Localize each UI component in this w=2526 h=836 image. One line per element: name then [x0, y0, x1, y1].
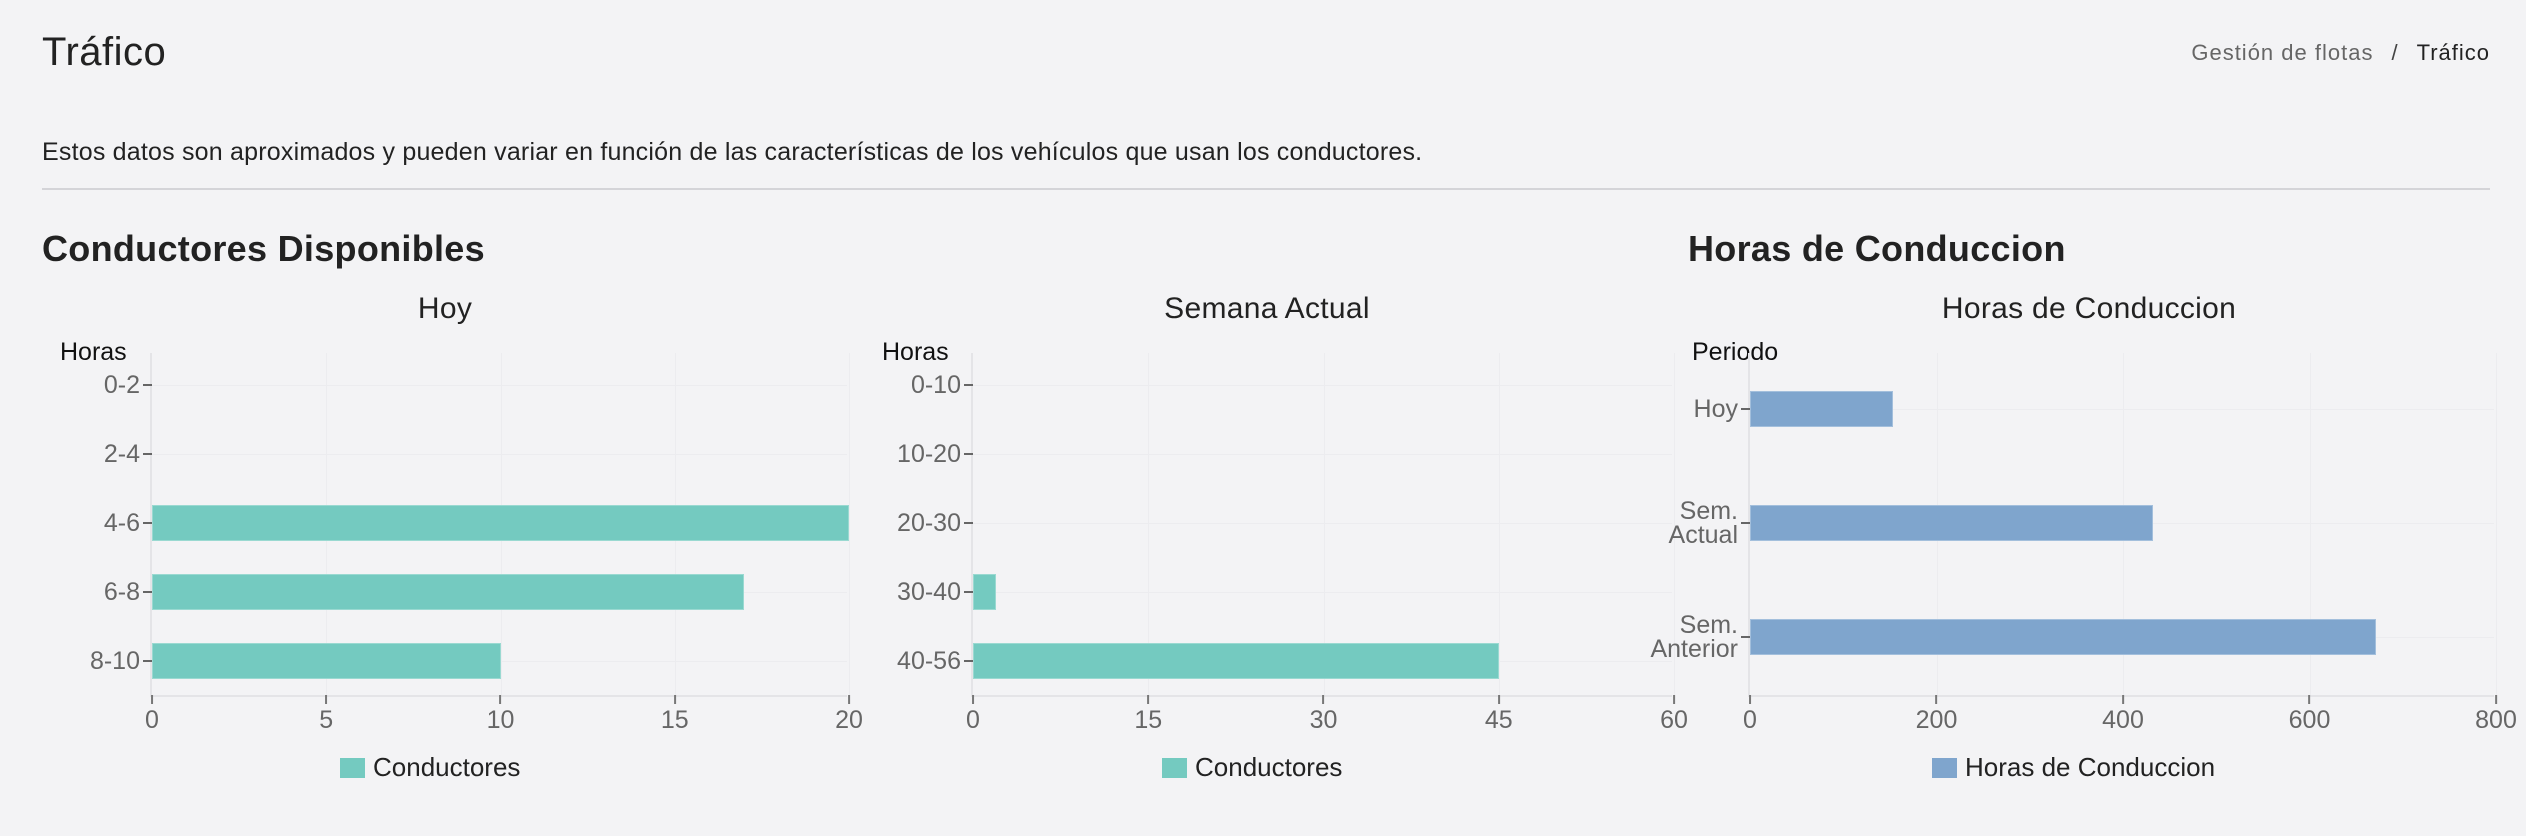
y-tick: 0-10 — [911, 373, 973, 398]
page-title: Tráfico — [42, 30, 167, 74]
y-tick: Sem. Actual — [1669, 499, 1750, 548]
legend-swatch-icon — [1932, 757, 1957, 778]
bar-4-6[interactable] — [152, 505, 849, 541]
x-tick: 60 — [1660, 695, 1688, 735]
gridline — [973, 523, 1672, 524]
plot-area: 0 5 10 15 20 0-2 2-4 4-6 6-8 8-10 — [90, 353, 863, 734]
gridline — [973, 592, 1672, 593]
gridline — [2496, 353, 2497, 695]
gridline — [152, 385, 847, 386]
x-tick: 20 — [835, 695, 863, 735]
x-tick: 200 — [1916, 695, 1957, 735]
legend-label: Horas de Conduccion — [1965, 752, 2216, 782]
bar-6-8[interactable] — [152, 574, 745, 610]
data-disclaimer: Estos datos son aproximados y pueden var… — [42, 138, 1423, 166]
x-tick: 0 — [1743, 695, 1757, 735]
bar-sem-actual[interactable] — [1750, 505, 2153, 541]
legend-label: Conductores — [1195, 752, 1343, 782]
gridline — [2309, 353, 2311, 695]
divider — [42, 188, 2490, 190]
chart-legend[interactable]: Horas de Conduccion — [1932, 752, 2215, 783]
y-axis-title: Periodo — [1692, 338, 1779, 366]
x-tick: 600 — [2289, 695, 2330, 735]
legend-swatch-icon — [1162, 757, 1187, 778]
x-tick: 0 — [145, 695, 159, 735]
gridline — [1750, 409, 2494, 410]
y-tick: 4-6 — [104, 511, 152, 536]
x-tick: 30 — [1310, 695, 1337, 735]
y-tick: 40-56 — [897, 649, 973, 674]
bar-sem-anterior[interactable] — [1750, 619, 2376, 655]
section-title-conductores: Conductores Disponibles — [42, 228, 485, 269]
breadcrumb-gestion-de-flotas[interactable]: Gestión de flotas — [2191, 40, 2374, 65]
y-tick: 8-10 — [90, 649, 152, 674]
x-tick: 0 — [966, 695, 980, 735]
x-tick: 10 — [487, 695, 514, 735]
x-tick: 15 — [661, 695, 689, 735]
gridline — [152, 454, 847, 455]
bar-40-56[interactable] — [973, 643, 1499, 679]
gridline — [1148, 353, 1150, 695]
gridline — [973, 454, 1672, 455]
bar-hoy[interactable] — [1750, 391, 1893, 427]
y-axis-title: Horas — [882, 338, 949, 366]
chart-legend[interactable]: Conductores — [340, 752, 520, 783]
y-tick: 2-4 — [104, 442, 152, 467]
gridline — [1498, 353, 1500, 695]
legend-label: Conductores — [373, 752, 521, 782]
x-tick: 400 — [2102, 695, 2144, 735]
gridline — [1323, 353, 1325, 695]
x-tick: 15 — [1134, 695, 1162, 735]
gridline — [973, 385, 1672, 386]
bar-30-40[interactable] — [973, 574, 997, 610]
plot-area: 0 15 30 45 60 0-10 10-20 20-30 30-40 40-56 — [897, 353, 1688, 734]
gridline — [849, 353, 850, 695]
y-tick: Sem. Anterior — [1650, 613, 1750, 662]
chart-title: Semana Actual — [1164, 292, 1370, 325]
bar-8-10[interactable] — [152, 643, 501, 679]
gridline — [1674, 353, 1675, 695]
section-title-horas: Horas de Conduccion — [1688, 228, 2066, 269]
y-tick: 20-30 — [897, 511, 973, 536]
y-tick: Hoy — [1694, 397, 1750, 422]
chart-title: Hoy — [417, 292, 473, 325]
x-tick: 45 — [1485, 695, 1513, 735]
y-axis-title: Horas — [60, 338, 127, 366]
y-tick: 6-8 — [104, 580, 152, 605]
x-tick: 5 — [319, 695, 333, 735]
breadcrumb: Gestión de flotas / Tráfico — [2191, 40, 2490, 66]
y-tick: 0-2 — [104, 373, 152, 398]
chart-legend[interactable]: Conductores — [1162, 752, 1342, 783]
breadcrumb-trafico: Tráfico — [2416, 40, 2490, 65]
y-tick: 30-40 — [897, 580, 973, 605]
x-tick: 800 — [2475, 695, 2517, 735]
legend-swatch-icon — [340, 757, 365, 778]
chart-title: Horas de Conduccion — [1941, 292, 2237, 325]
breadcrumb-separator: / — [2391, 40, 2399, 65]
y-tick: 10-20 — [897, 442, 973, 467]
plot-area: 0 200 400 600 800 Hoy Sem. Actual Sem. Anterior — [1650, 353, 2517, 734]
